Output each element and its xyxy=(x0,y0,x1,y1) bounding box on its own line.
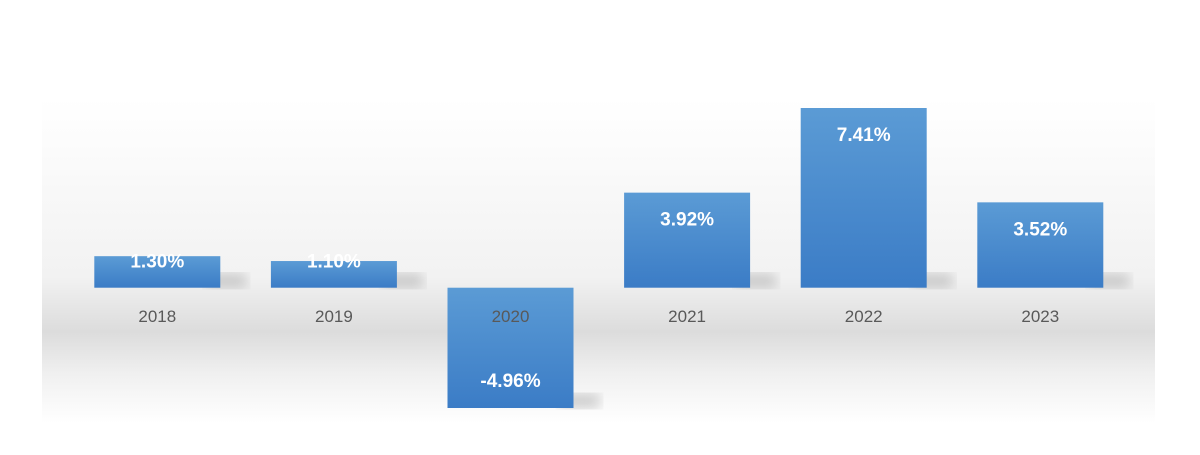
bar xyxy=(94,256,221,288)
x-tick-label: 2020 xyxy=(492,307,530,326)
x-tick-label: 2023 xyxy=(1021,307,1059,326)
x-tick-label: 2022 xyxy=(845,307,883,326)
x-tick-label: 2018 xyxy=(138,307,176,326)
data-label: -4.96% xyxy=(480,371,540,392)
bar xyxy=(447,287,574,408)
bar xyxy=(270,261,397,288)
data-label: 3.92% xyxy=(660,210,714,231)
x-tick-label: 2021 xyxy=(668,307,706,326)
data-label: 3.52% xyxy=(1013,219,1067,240)
x-tick-label: 2019 xyxy=(315,307,353,326)
bar xyxy=(800,108,927,288)
data-label: 1.30% xyxy=(130,252,184,273)
bar xyxy=(977,202,1104,288)
plot-background xyxy=(42,98,1155,423)
data-label: 1.10% xyxy=(307,252,361,273)
data-label: 7.41% xyxy=(837,125,891,146)
bar xyxy=(624,192,751,288)
